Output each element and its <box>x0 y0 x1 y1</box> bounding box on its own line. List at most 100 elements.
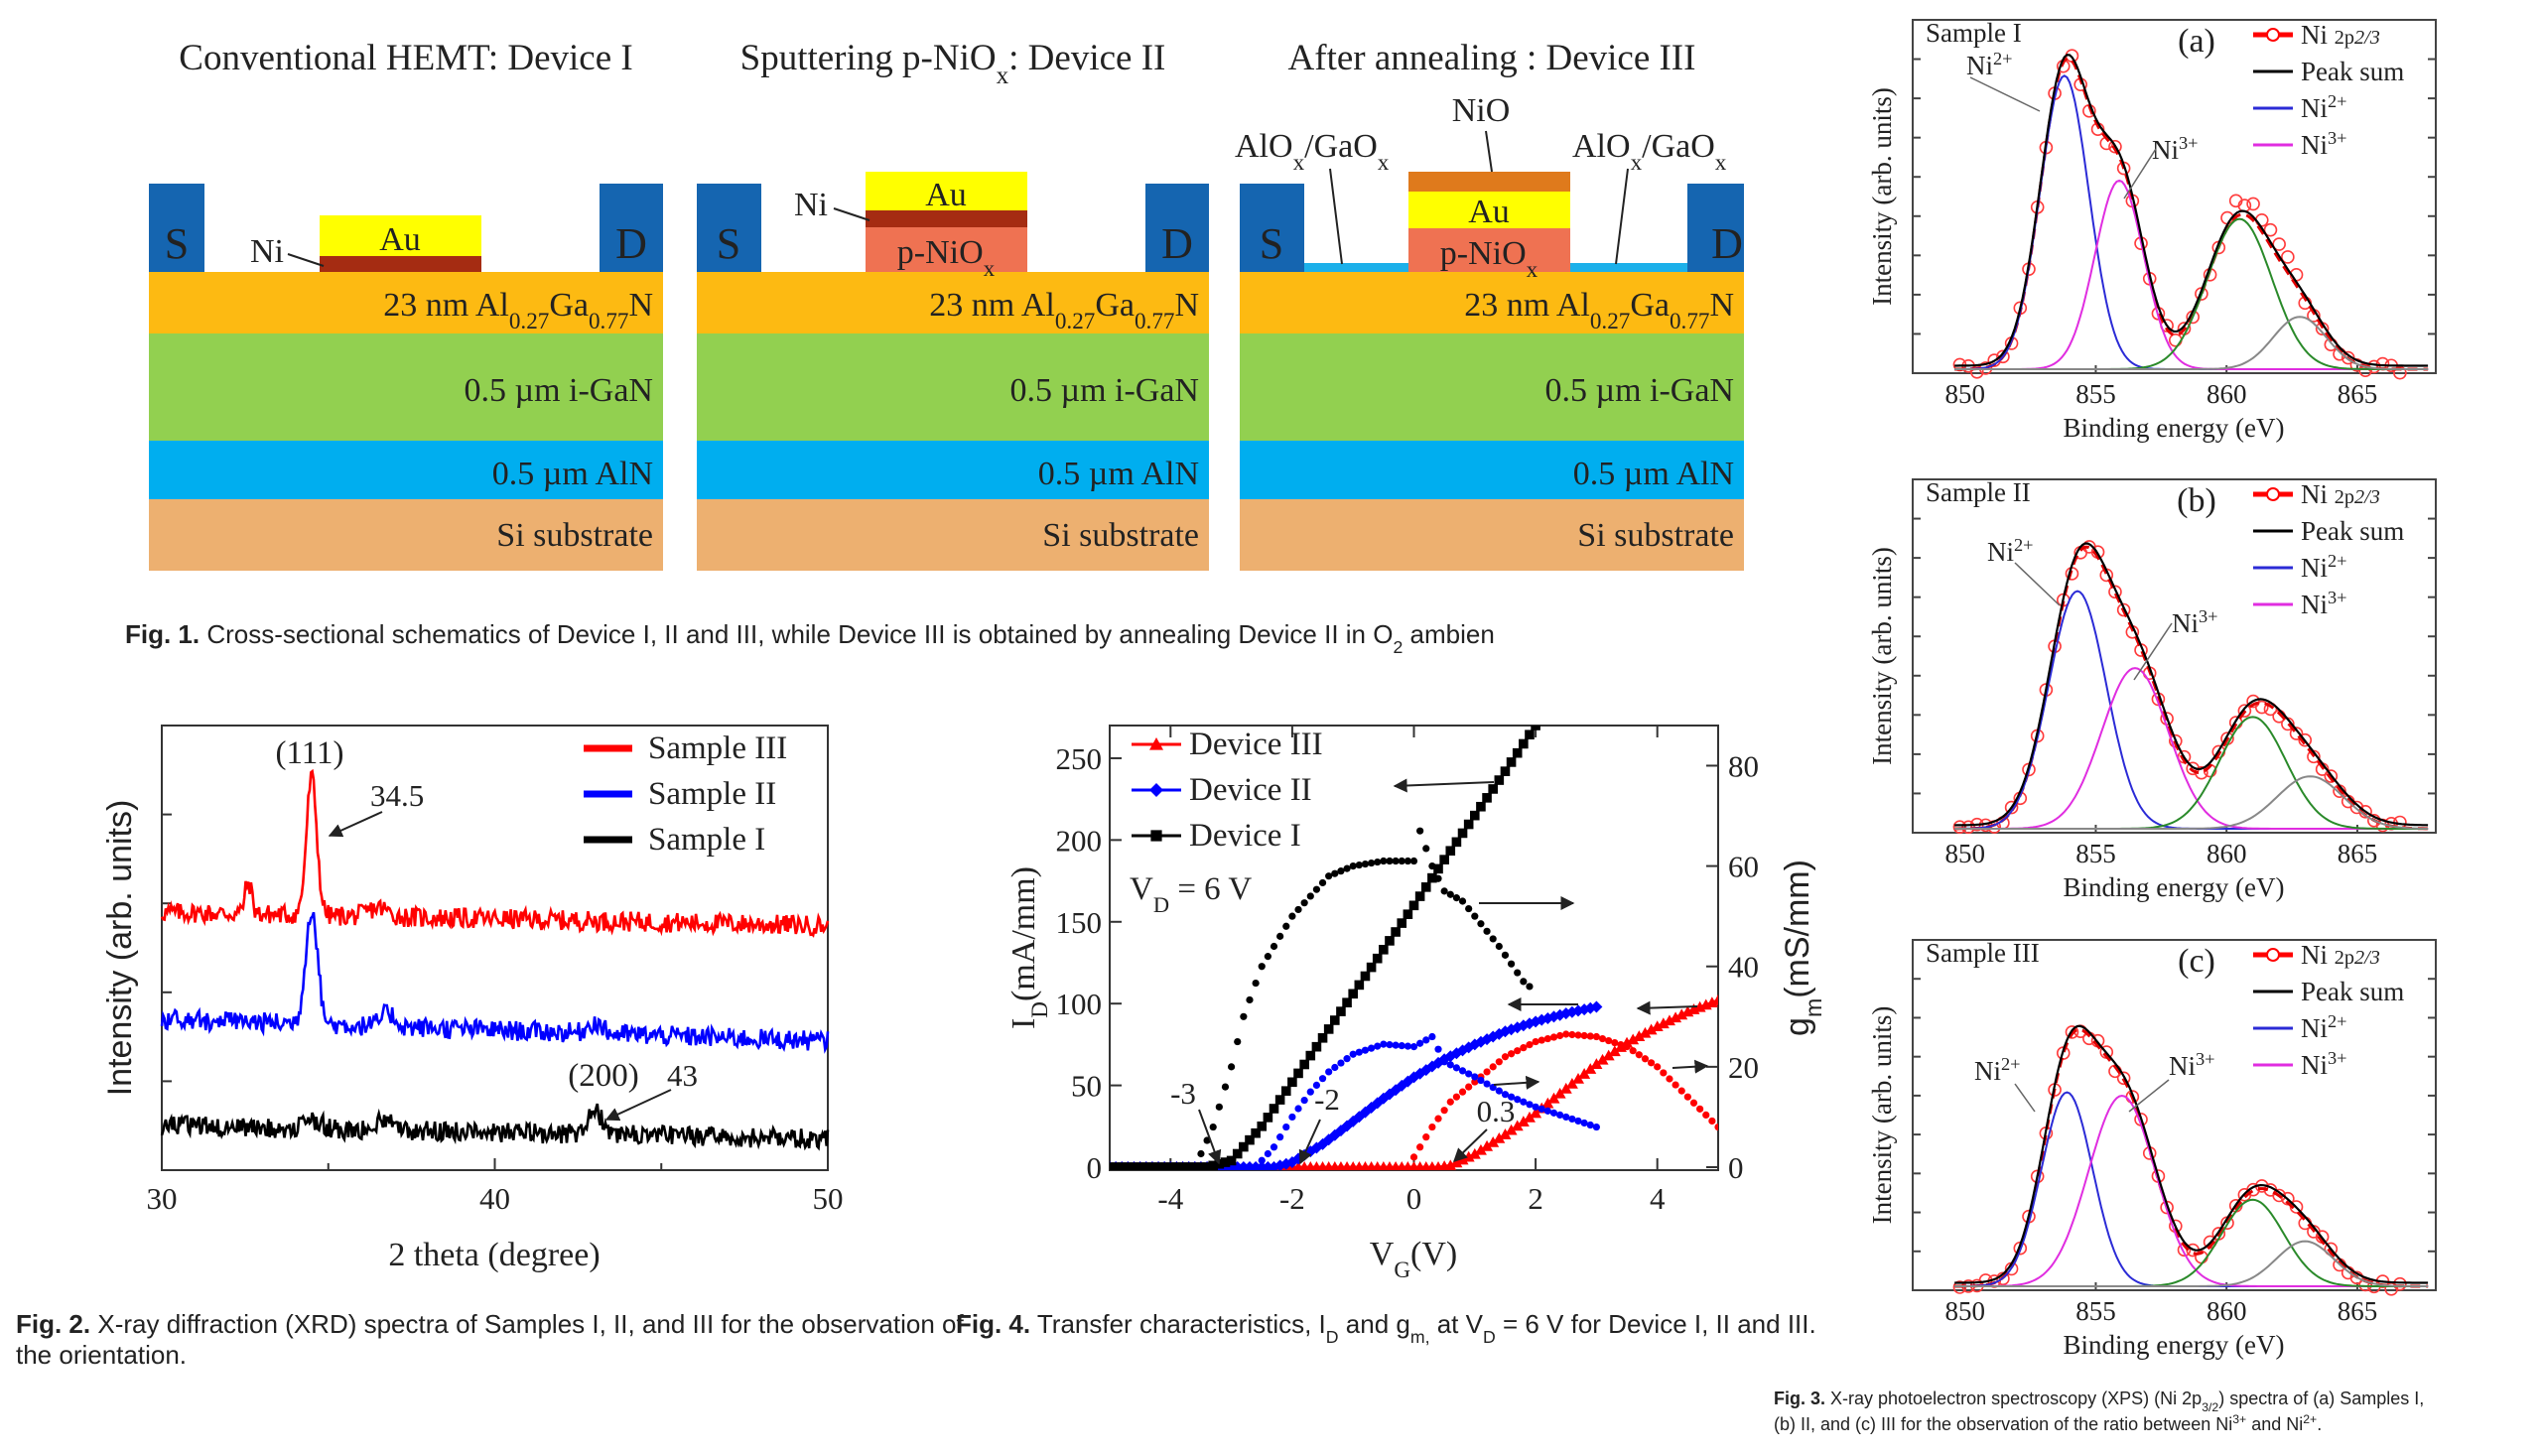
measured-point <box>2272 237 2286 251</box>
gm-point-device-ii <box>1465 1070 1473 1078</box>
ni-leader <box>287 253 325 267</box>
legend-label: Ni 2p2/3 <box>2301 940 2380 970</box>
layer-label-algan-part: 0.77 <box>1135 309 1174 334</box>
id-marker-device-i <box>1323 1024 1334 1034</box>
fig3-caption-line1-part: X-ray photoelectron spectroscopy (XPS) (… <box>1825 1389 2202 1408</box>
au-gate <box>866 172 1027 210</box>
peak-label-200: (200) <box>568 1058 638 1094</box>
source-label: S <box>717 219 740 268</box>
id-marker-device-i <box>1159 1162 1169 1170</box>
gm-point-device-i <box>1349 861 1357 870</box>
y-right-tick-label: 20 <box>1728 1050 1759 1085</box>
fig4-caption-part: m, <box>1410 1327 1430 1347</box>
gm-point-device-iii <box>1708 1117 1716 1125</box>
au-gate <box>320 215 481 256</box>
id-marker-device-iii <box>1627 1033 1640 1045</box>
fig3-caption-line1-part: ) spectra of (a) Samples I, <box>2218 1389 2424 1408</box>
legend-marker <box>1149 737 1163 750</box>
source-contact <box>149 184 204 272</box>
gm-point-device-i <box>1258 963 1266 971</box>
y-axis-label: Intensity (arb. units) <box>1867 87 1897 306</box>
gm-point-device-ii <box>1543 1107 1551 1115</box>
layer-label-si: Si substrate <box>496 517 653 554</box>
id-marker-device-ii <box>1273 1159 1286 1170</box>
legend-label: Device I <box>1189 818 1301 854</box>
p-niox-label-part: p-NiO <box>897 234 984 271</box>
gm-point-device-iii <box>1666 1075 1673 1083</box>
panel-title-part: x <box>997 63 1009 89</box>
measured-point <box>2298 732 2313 747</box>
gm-point-device-ii <box>1526 1101 1534 1109</box>
layer-label-algan-part: 23 nm Al <box>383 287 509 324</box>
gm-point-device-ii <box>1538 1105 1545 1113</box>
gm-point-device-ii <box>1446 1061 1454 1069</box>
gm-point-device-ii <box>1495 1087 1503 1095</box>
component-peak-1 <box>1954 74 2429 370</box>
plot-frame <box>1912 19 2437 374</box>
gm-point-device-ii <box>1294 1105 1302 1113</box>
gm-point-device-iii <box>1471 1078 1479 1086</box>
id-marker-device-i <box>1123 1162 1134 1170</box>
y-left-tick-label: 50 <box>1071 1069 1102 1104</box>
gm-point-device-ii <box>1404 1042 1411 1050</box>
xps-panel-a: 850 855 860 865 Binding energy (eV) Intensity… <box>1867 18 2437 443</box>
y-right-axis-label-part: g <box>1779 1017 1816 1036</box>
gm-point-device-iii <box>1489 1063 1497 1071</box>
gm-point-device-iii <box>1677 1087 1685 1095</box>
gm-point-device-iii <box>1495 1058 1503 1066</box>
ni2-leader <box>2014 1083 2036 1113</box>
legend-label: Ni3+ <box>2301 588 2347 619</box>
layer-aln <box>149 441 663 499</box>
layer-gan <box>697 333 1209 441</box>
alox-gaox-label-left: AlOx/GaOx <box>1235 128 1390 176</box>
gm-point-device-ii <box>1337 1059 1345 1067</box>
gm-point-device-iii <box>1428 1123 1436 1131</box>
id-marker-device-i <box>1433 863 1443 874</box>
legend-label-part: Ni <box>2301 553 2328 583</box>
id-marker-device-iii <box>1541 1097 1554 1109</box>
id-marker-device-iii <box>1651 1020 1664 1032</box>
gm-point-device-i <box>1458 897 1467 905</box>
peak-label-111: (111) <box>275 735 343 771</box>
gm-point-device-ii <box>1520 1098 1528 1106</box>
xps-panel-b: 850 855 860 865 Binding energy (eV) Intensity… <box>1867 477 2437 902</box>
gm-point-device-i <box>1191 1163 1199 1170</box>
id-marker-device-i <box>1257 1121 1268 1131</box>
id-marker-device-i <box>1512 747 1523 758</box>
id-marker-device-i <box>1299 1059 1309 1070</box>
gm-point-device-iii <box>1507 1050 1516 1058</box>
gm-point-device-i <box>1374 858 1382 866</box>
gm-point-device-i <box>1477 920 1485 928</box>
gm-point-device-i <box>1240 1012 1248 1020</box>
gm-point-device-ii <box>1586 1121 1594 1129</box>
x-tick-label: 40 <box>479 1181 510 1216</box>
gm-point-device-ii <box>1367 1044 1376 1052</box>
fig1-caption-part: Cross-sectional schematics of Device I, … <box>200 619 1393 649</box>
gm-point-device-iii <box>1526 1041 1534 1049</box>
fig4-caption-part: Fig. 4. <box>956 1309 1030 1339</box>
gm-point-device-i <box>1422 845 1430 853</box>
id-marker-device-iii <box>1657 1017 1670 1029</box>
layer-label-aln: 0.5 µm AlN <box>1573 456 1734 492</box>
y-right-axis-label-part: (mS/mm) <box>1779 860 1816 998</box>
x-tick-label: 855 <box>2075 1296 2116 1326</box>
legend-label: Ni 2p2/3 <box>2301 20 2380 50</box>
id-marker-device-iii <box>1444 1159 1457 1170</box>
gm-point-device-i <box>1337 867 1345 875</box>
ni3-annotation-part: Ni <box>2169 1051 2196 1081</box>
gm-point-device-iii <box>1635 1051 1643 1059</box>
gm-point-device-i <box>1288 912 1296 920</box>
x-axis-label-part: (V) <box>1410 1236 1457 1272</box>
panel-title-part: Sputtering p-NiO <box>740 38 997 78</box>
gm-point-device-ii <box>1349 1050 1357 1058</box>
x-axis-label: VG(V) <box>1370 1236 1457 1283</box>
y-right-tick-label: 0 <box>1728 1150 1744 1185</box>
id-marker-device-i <box>1494 775 1505 785</box>
layer-si <box>149 499 663 571</box>
peak-sum-line <box>1954 54 2429 367</box>
fig4-transfer-chart: -4 -2 0 2 4050100150200250020406080VG(V)ID(m… <box>956 725 1826 1347</box>
alox-gaox-layer <box>1304 263 1408 272</box>
id-marker-device-i <box>1519 738 1529 749</box>
